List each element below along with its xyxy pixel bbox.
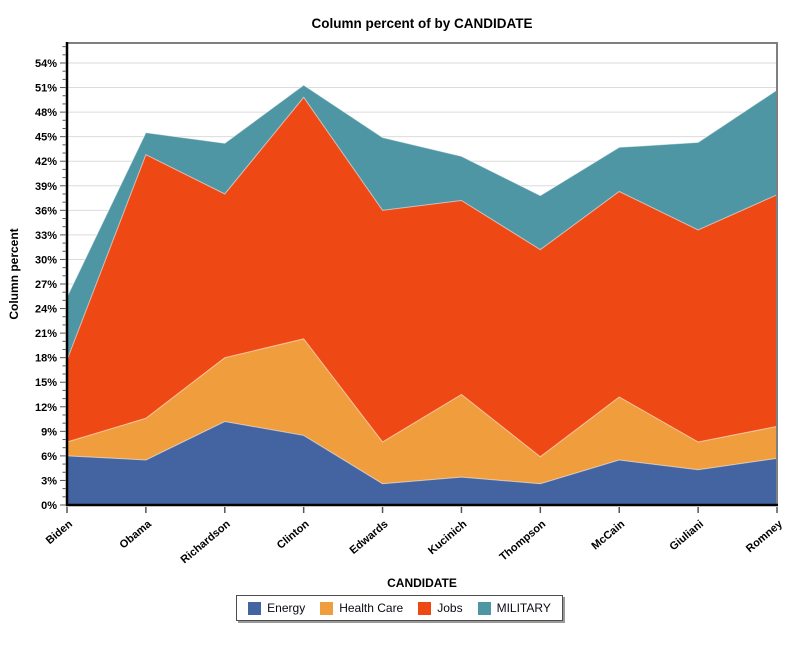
x-tick-label-kucinich: Kucinich	[426, 518, 470, 557]
x-tick-label-mccain: McCain	[589, 518, 627, 553]
x-tick-label-biden: Biden	[44, 518, 75, 547]
axis-ticks	[60, 46, 778, 513]
legend-label: Energy	[267, 601, 306, 615]
y-tick-label-54: 54%	[35, 58, 57, 70]
legend: Energy Health Care Jobs MILITARY	[0, 595, 799, 621]
legend-item-health-care: Health Care	[320, 601, 403, 615]
legend-label: Health Care	[339, 601, 404, 615]
boundary-jobs	[66, 96, 778, 361]
x-tick-label-giuliani: Giuliani	[667, 518, 706, 553]
y-tick-label-39: 39%	[35, 181, 57, 193]
legend-swatch-military	[477, 601, 491, 615]
legend-swatch-health-care	[320, 601, 334, 615]
legend-item-jobs: Jobs	[418, 601, 463, 615]
y-tick-label-45: 45%	[35, 132, 57, 144]
x-tick-label-richardson: Richardson	[179, 518, 233, 566]
boundary-energy	[66, 420, 778, 485]
y-tick-label-18: 18%	[35, 353, 57, 365]
boundary-health-care	[66, 338, 778, 458]
y-tick-label-9: 9%	[41, 426, 57, 438]
y-tick-label-6: 6%	[41, 451, 57, 463]
x-tick-label-thompson: Thompson	[497, 518, 548, 564]
x-tick-label-obama: Obama	[118, 518, 155, 552]
plot-frame	[65, 42, 778, 507]
legend-swatch-energy	[248, 601, 262, 615]
area-energy	[67, 421, 777, 505]
legend-label: MILITARY	[496, 601, 551, 615]
y-tick-label-51: 51%	[35, 83, 57, 95]
y-tick-label-12: 12%	[35, 402, 57, 414]
chart-title: Column percent of by CANDIDATE	[311, 16, 532, 31]
x-tick-label-edwards: Edwards	[348, 518, 391, 557]
y-axis-title: Column percent	[7, 228, 21, 319]
legend-box: Energy Health Care Jobs MILITARY	[236, 595, 563, 621]
y-tick-label-24: 24%	[35, 304, 57, 316]
y-tick-label-42: 42%	[35, 156, 57, 168]
y-tick-label-36: 36%	[35, 205, 57, 217]
stacked-areas	[67, 85, 777, 505]
x-tick-label-romney: Romney	[744, 518, 786, 556]
legend-label: Jobs	[437, 601, 463, 615]
y-tick-label-0: 0%	[41, 500, 57, 512]
legend-item-energy: Energy	[248, 601, 305, 615]
y-tick-label-15: 15%	[35, 377, 57, 389]
y-tick-label-30: 30%	[35, 254, 57, 266]
x-axis-title: CANDIDATE	[387, 576, 457, 590]
y-tick-label-48: 48%	[35, 107, 57, 119]
series-boundaries	[66, 84, 778, 485]
legend-swatch-jobs	[418, 601, 432, 615]
legend-item-military: MILITARY	[477, 601, 551, 615]
boundary-military	[66, 84, 778, 298]
y-tick-label-3: 3%	[41, 475, 57, 487]
y-tick-label-21: 21%	[35, 328, 57, 340]
x-tick-label-clinton: Clinton	[275, 518, 312, 552]
y-tick-label-33: 33%	[35, 230, 57, 242]
y-tick-label-27: 27%	[35, 279, 57, 291]
